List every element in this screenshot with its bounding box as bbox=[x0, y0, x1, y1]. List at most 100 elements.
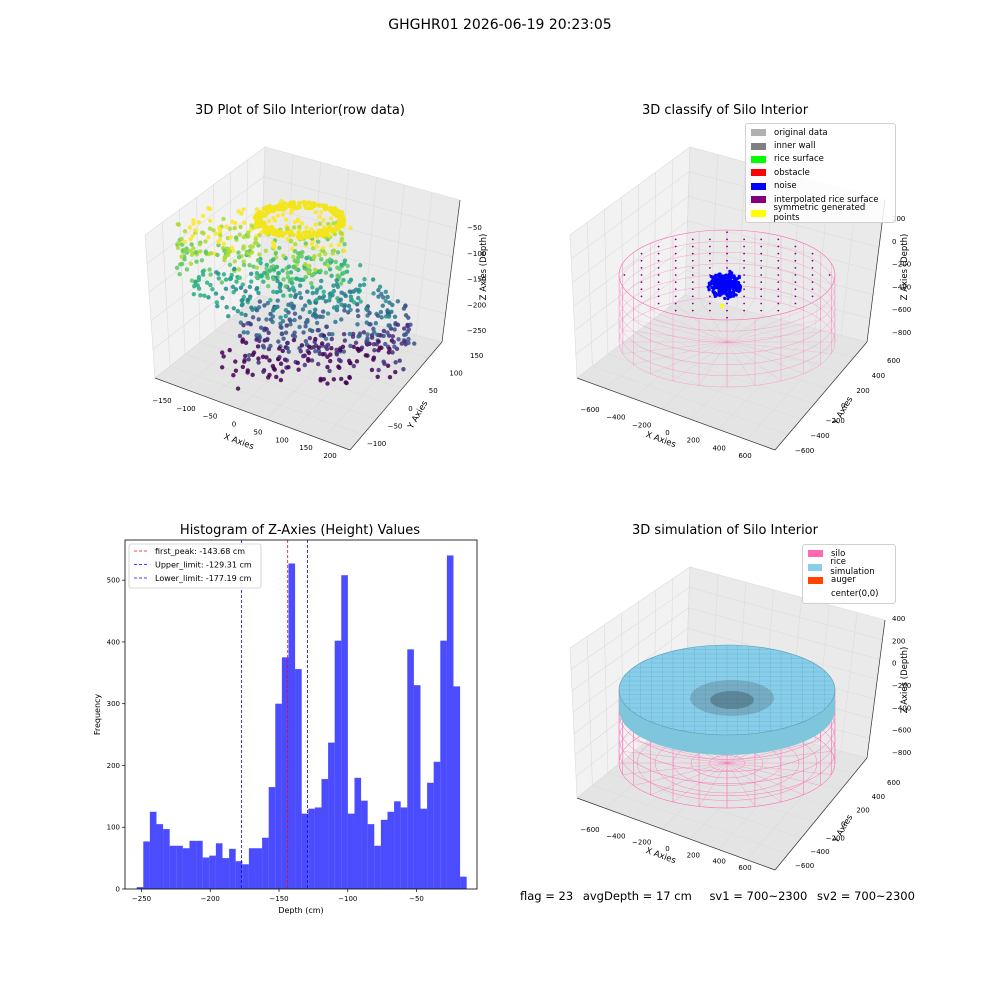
data-point bbox=[316, 327, 321, 333]
data-point bbox=[245, 368, 250, 373]
data-point bbox=[269, 229, 274, 234]
data-point bbox=[385, 308, 390, 313]
data-point bbox=[222, 248, 227, 253]
x-tick-label: 200 bbox=[687, 437, 700, 445]
data-point bbox=[338, 297, 343, 302]
x-tick-label: −600 bbox=[580, 406, 599, 414]
floor-pane bbox=[155, 295, 442, 450]
noise-point bbox=[723, 296, 727, 300]
gridline bbox=[363, 177, 377, 322]
gridline bbox=[571, 607, 880, 692]
data-point bbox=[224, 305, 229, 310]
data-point bbox=[217, 229, 223, 235]
legend-label: original data bbox=[774, 127, 828, 138]
data-point bbox=[245, 330, 250, 335]
data-point bbox=[392, 344, 397, 349]
data-point bbox=[188, 236, 193, 242]
interpolated-point bbox=[777, 281, 780, 284]
data-point bbox=[223, 277, 229, 282]
y-tick-label: 400 bbox=[872, 793, 885, 801]
data-point bbox=[215, 304, 220, 309]
data-point bbox=[351, 363, 357, 369]
data-point bbox=[325, 381, 330, 386]
data-point bbox=[272, 232, 278, 237]
interpolated-point bbox=[760, 309, 763, 312]
data-point bbox=[189, 242, 194, 247]
data-point bbox=[176, 222, 181, 227]
interpolated-point bbox=[760, 274, 763, 276]
data-point bbox=[202, 293, 207, 298]
data-point bbox=[331, 305, 337, 310]
interpolated-point bbox=[726, 252, 728, 255]
data-point bbox=[254, 287, 259, 292]
data-point bbox=[286, 302, 291, 307]
noise-point bbox=[733, 287, 737, 292]
data-point bbox=[266, 218, 272, 224]
x-tick-label: 100 bbox=[275, 436, 288, 444]
interpolated-point bbox=[691, 281, 694, 284]
data-point bbox=[317, 214, 322, 220]
interpolated-point bbox=[726, 266, 728, 269]
silo-floor-spoke bbox=[622, 330, 728, 343]
gridline bbox=[576, 294, 868, 379]
data-point bbox=[330, 292, 335, 298]
histogram-bar bbox=[255, 848, 263, 889]
data-point bbox=[240, 364, 246, 370]
histogram-bar bbox=[308, 808, 315, 889]
interpolated-point bbox=[760, 266, 763, 269]
data-point bbox=[341, 277, 346, 283]
data-point bbox=[219, 365, 225, 370]
data-point bbox=[330, 331, 335, 337]
interpolated-point bbox=[828, 274, 831, 276]
data-point bbox=[345, 310, 351, 315]
histogram-bar bbox=[361, 800, 368, 889]
y-tick-label: 150 bbox=[470, 352, 483, 360]
data-point bbox=[295, 360, 301, 366]
data-point bbox=[355, 313, 361, 319]
x-axis-label: X Axies bbox=[222, 432, 255, 452]
avg-depth-value: avgDepth = 17 cm bbox=[582, 889, 692, 903]
silo-floor-spoke bbox=[633, 319, 728, 343]
data-point bbox=[255, 344, 261, 349]
legend-label: center(0,0) bbox=[831, 588, 879, 599]
interpolated-point bbox=[811, 252, 814, 255]
simulation-plot-title: 3D simulation of Silo Interior bbox=[632, 523, 818, 538]
data-point bbox=[325, 342, 331, 348]
histogram-bar bbox=[248, 848, 256, 889]
data-point bbox=[239, 298, 244, 303]
data-point bbox=[300, 307, 306, 312]
data-point bbox=[283, 217, 289, 222]
data-point bbox=[348, 360, 353, 366]
noise-point bbox=[720, 283, 724, 287]
y-tick-label: −200 bbox=[826, 834, 845, 842]
data-point bbox=[209, 250, 214, 256]
gridline bbox=[689, 321, 790, 420]
data-point bbox=[355, 322, 360, 327]
data-point bbox=[307, 309, 312, 315]
histogram-bar bbox=[202, 857, 210, 889]
gridline bbox=[603, 624, 609, 773]
silo-floor-spoke bbox=[726, 341, 756, 386]
y-axis-line bbox=[349, 341, 443, 451]
data-point bbox=[264, 274, 270, 279]
z-axis-label: Z Axies (Depth) bbox=[900, 234, 910, 301]
data-point bbox=[304, 255, 309, 261]
data-point bbox=[286, 364, 291, 370]
noise-point bbox=[732, 284, 736, 288]
histogram-bar bbox=[163, 829, 170, 889]
data-point bbox=[281, 336, 286, 341]
data-point bbox=[296, 251, 301, 256]
data-point bbox=[367, 310, 372, 316]
data-point bbox=[207, 226, 213, 231]
data-point bbox=[359, 345, 365, 350]
data-point bbox=[317, 203, 322, 208]
data-point bbox=[302, 362, 307, 368]
data-point bbox=[285, 275, 291, 280]
data-point bbox=[336, 364, 341, 369]
data-point bbox=[348, 225, 353, 231]
x-tick-label: 0 bbox=[665, 845, 669, 853]
histogram-bar bbox=[268, 787, 276, 889]
data-point bbox=[347, 374, 352, 380]
histogram-bar bbox=[295, 669, 302, 889]
